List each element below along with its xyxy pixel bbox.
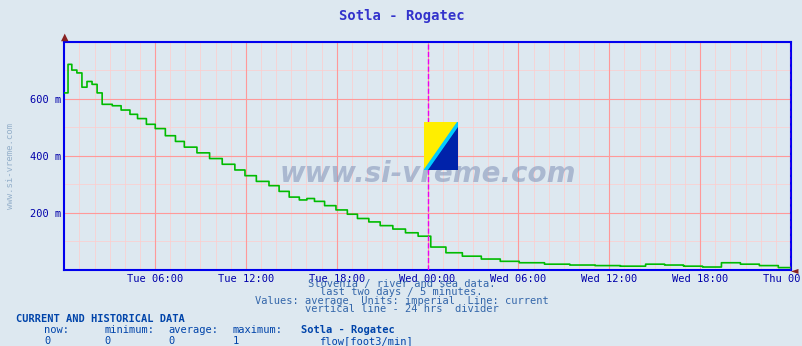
Text: ▲: ▲ [60, 31, 68, 42]
Text: Sotla - Rogatec: Sotla - Rogatec [338, 9, 464, 22]
Polygon shape [423, 122, 457, 170]
Polygon shape [427, 127, 457, 170]
Text: maximum:: maximum: [233, 325, 282, 335]
Text: 0: 0 [104, 336, 111, 346]
Text: 0: 0 [168, 336, 175, 346]
Text: Slovenia / river and sea data.: Slovenia / river and sea data. [307, 279, 495, 289]
Text: 1: 1 [233, 336, 239, 346]
Text: now:: now: [44, 325, 69, 335]
Text: www.si-vreme.com: www.si-vreme.com [6, 123, 15, 209]
Text: ◄: ◄ [790, 265, 797, 275]
Text: www.si-vreme.com: www.si-vreme.com [279, 160, 575, 188]
Text: Sotla - Rogatec: Sotla - Rogatec [301, 325, 395, 335]
Text: last two days / 5 minutes.: last two days / 5 minutes. [320, 287, 482, 297]
Text: average:: average: [168, 325, 218, 335]
Text: minimum:: minimum: [104, 325, 154, 335]
Polygon shape [423, 122, 457, 170]
Text: CURRENT AND HISTORICAL DATA: CURRENT AND HISTORICAL DATA [16, 314, 184, 324]
Text: Values: average  Units: imperial  Line: current: Values: average Units: imperial Line: cu… [254, 296, 548, 306]
Text: flow[foot3/min]: flow[foot3/min] [318, 336, 412, 346]
Text: vertical line - 24 hrs  divider: vertical line - 24 hrs divider [304, 304, 498, 315]
Text: 0: 0 [44, 336, 51, 346]
